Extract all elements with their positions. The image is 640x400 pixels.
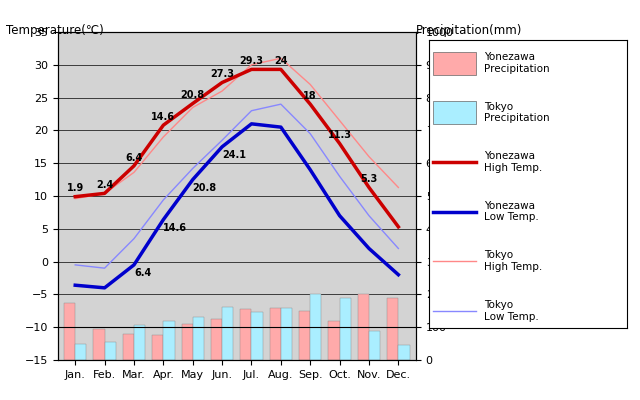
Text: 6.4: 6.4	[125, 152, 143, 162]
Text: 24: 24	[274, 56, 287, 66]
Bar	[152, 335, 163, 360]
FancyBboxPatch shape	[433, 101, 476, 124]
Bar	[163, 321, 175, 360]
Bar	[193, 317, 204, 360]
Bar	[182, 324, 193, 360]
Bar	[222, 307, 233, 360]
Text: 14.6: 14.6	[151, 112, 175, 122]
Text: Tokyo
Low Temp.: Tokyo Low Temp.	[484, 300, 539, 322]
Text: Yonezawa
High Temp.: Yonezawa High Temp.	[484, 151, 543, 173]
Text: 1.9: 1.9	[67, 183, 84, 193]
Text: 5.3: 5.3	[360, 174, 378, 184]
Text: Tokyo
High Temp.: Tokyo High Temp.	[484, 250, 543, 272]
Bar	[310, 294, 321, 360]
Bar	[93, 329, 104, 360]
Text: Precipitation(mm): Precipitation(mm)	[416, 24, 522, 37]
Bar	[269, 308, 281, 360]
Bar	[281, 308, 292, 360]
Text: 2.4: 2.4	[96, 180, 113, 190]
Text: 27.3: 27.3	[210, 69, 234, 79]
Bar	[358, 294, 369, 360]
Text: 29.3: 29.3	[239, 56, 264, 66]
Bar	[211, 319, 222, 360]
Bar	[134, 324, 145, 360]
Bar	[387, 298, 398, 360]
Text: 24.1: 24.1	[222, 150, 246, 160]
Bar	[64, 303, 76, 360]
Bar	[369, 331, 380, 360]
Bar	[299, 311, 310, 360]
Bar	[76, 344, 86, 360]
FancyBboxPatch shape	[433, 52, 476, 74]
Text: Tokyo
Precipitation: Tokyo Precipitation	[484, 102, 550, 123]
Text: 20.8: 20.8	[193, 183, 217, 193]
Bar	[328, 321, 340, 360]
Text: 18: 18	[303, 91, 317, 101]
Bar	[104, 342, 116, 360]
Bar	[398, 345, 410, 360]
Text: 20.8: 20.8	[180, 90, 205, 100]
Text: Temperature(℃): Temperature(℃)	[6, 24, 104, 37]
Bar	[123, 334, 134, 360]
Bar	[241, 309, 252, 360]
Bar	[252, 312, 262, 360]
Text: 11.3: 11.3	[328, 130, 351, 140]
Text: Yonezawa
Low Temp.: Yonezawa Low Temp.	[484, 201, 539, 222]
Text: 14.6: 14.6	[163, 223, 188, 233]
Bar	[340, 298, 351, 360]
Text: Yonezawa
Precipitation: Yonezawa Precipitation	[484, 52, 550, 74]
Text: 6.4: 6.4	[134, 268, 151, 278]
